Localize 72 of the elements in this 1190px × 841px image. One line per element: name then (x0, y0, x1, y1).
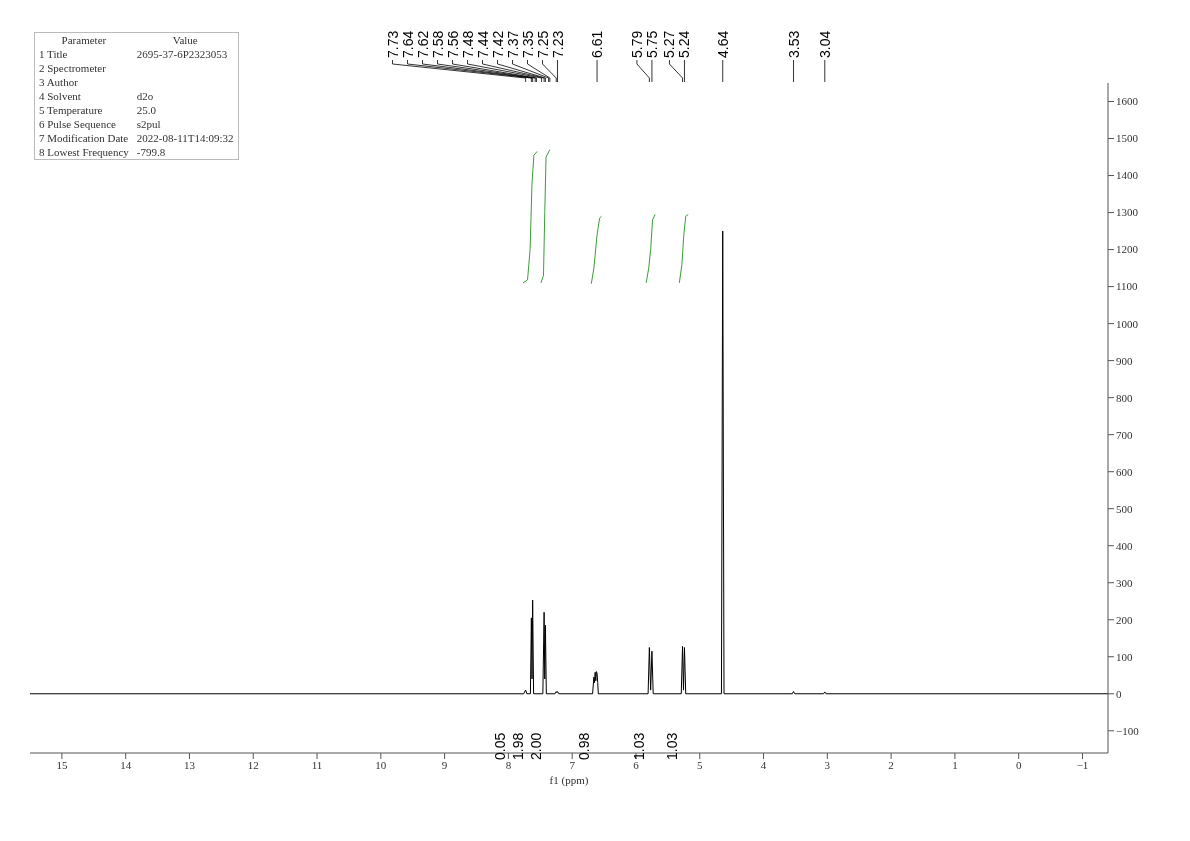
y-tick-label: 800 (1116, 391, 1133, 404)
annotation: 5.75 (643, 30, 660, 58)
annotation: 1.03 (630, 732, 647, 760)
text: 1 Title 2695-37-6P2323053 (39, 48, 228, 60)
text: 6 Pulse Sequence s2pul (39, 118, 161, 130)
text: Parameter Value (61, 34, 198, 46)
x-tick-label: 15 (56, 758, 68, 771)
y-tick-label: 1100 (1116, 280, 1139, 293)
y-tick-label: 400 (1116, 539, 1133, 552)
annotation: 2.00 (528, 732, 545, 760)
annotation: 1.03 (663, 732, 680, 760)
x-axis-title: f1 (ppm) (549, 774, 589, 787)
annotation: 3.04 (816, 30, 833, 58)
y-tick-label: 1500 (1116, 132, 1139, 145)
annotation: 7.48 (459, 30, 476, 58)
annotation: 7.42 (489, 30, 506, 58)
annotation: 7 Modification Date 2022-08-11T14:09:32 (38, 131, 235, 145)
annotation: 7.64 (399, 30, 416, 58)
y-tick-label: 700 (1116, 428, 1133, 441)
annotation: 7.73 (384, 30, 401, 58)
x-tick-label: 7 (569, 758, 576, 771)
text: 5 Temperature 25.0 (39, 104, 157, 116)
annotation: 6.61 (589, 30, 606, 58)
x-tick-label: 6 (633, 758, 640, 771)
annotation: 7.56 (444, 30, 461, 58)
x-tick-label: 3 (824, 758, 831, 771)
annotation: 7.62 (414, 30, 431, 58)
annotation: 5.79 (628, 30, 645, 58)
annotation: 7.37 (504, 30, 521, 58)
x-tick-label: 4 (760, 758, 767, 771)
x-tick-label: 10 (375, 758, 387, 771)
x-tick-label: 9 (441, 758, 448, 771)
x-tick-label: 0 (1015, 758, 1022, 771)
annotation: 1.98 (510, 732, 527, 760)
y-tick-label: 1600 (1116, 95, 1139, 108)
x-tick-label: 12 (247, 758, 259, 771)
line-series (30, 230, 1108, 695)
annotation: 0.98 (576, 732, 593, 760)
x-tick-label: 14 (120, 758, 132, 771)
x-tick-label: 2 (888, 758, 894, 771)
annotation: 7.25 (534, 30, 551, 58)
y-tick-label: 500 (1116, 502, 1133, 515)
annotation: 3.53 (785, 30, 802, 58)
x-tick-label: 13 (183, 758, 196, 771)
x-tick-label: 11 (311, 758, 323, 771)
x-tick-label: −1 (1076, 758, 1089, 771)
text: 4 Solvent d2o (39, 90, 154, 102)
y-tick-label: 1000 (1116, 317, 1139, 330)
y-tick-label: 600 (1116, 465, 1133, 478)
annotation: 7.58 (429, 30, 446, 58)
annotation: 7.23 (549, 30, 566, 58)
x-tick-label: 8 (505, 758, 512, 771)
y-tick-label: −100 (1116, 724, 1140, 737)
annotation: 4.64 (714, 30, 731, 58)
annotation: 5.24 (676, 30, 693, 58)
text: 2 Spectrometer (38, 61, 107, 75)
y-tick-label: 900 (1116, 354, 1133, 367)
annotation: 7.35 (519, 30, 536, 58)
y-tick-label: 1300 (1116, 206, 1139, 219)
annotation: 7.44 (474, 30, 491, 58)
annotation: 3 Author (38, 75, 79, 89)
y-tick-label: 200 (1116, 613, 1133, 626)
y-tick-label: 100 (1116, 650, 1133, 663)
y-tick-label: 1400 (1116, 169, 1139, 182)
y-tick-label: 1200 (1116, 243, 1139, 256)
annotation: 5.27 (661, 30, 678, 58)
y-tick-label: 300 (1116, 576, 1133, 589)
y-tick-label: 0 (1116, 687, 1122, 700)
annotation: 0.05 (492, 732, 509, 760)
x-tick-label: 5 (697, 758, 704, 771)
x-tick-label: 1 (952, 758, 958, 771)
annotation: 8 Lowest Frequency -799.8 (38, 145, 167, 160)
